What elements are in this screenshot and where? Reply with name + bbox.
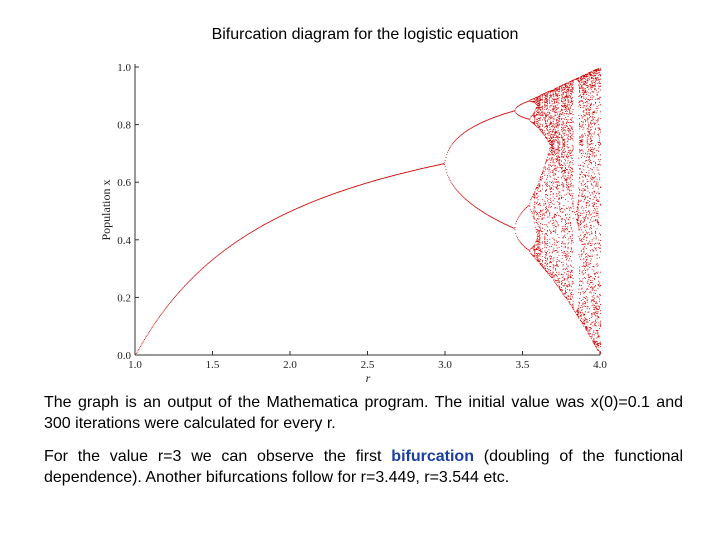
attractor-points — [135, 67, 601, 355]
x-axis-label: r — [366, 371, 371, 385]
y-tick-label: 0.4 — [117, 235, 131, 247]
paragraph-text-before: For the value r=3 we can observe the fir… — [44, 448, 392, 465]
bifurcation-paragraph: For the value r=3 we can observe the fir… — [44, 446, 683, 488]
y-axis-label: Population x — [99, 179, 113, 240]
y-tick-label: 0.2 — [117, 292, 131, 304]
y-tick-label: 0.6 — [117, 177, 131, 189]
x-tick-label: 4.0 — [593, 359, 607, 371]
x-tick-label: 1.5 — [206, 359, 220, 371]
bifurcation-chart: 1.0 1.5 2.0 2.5 3.0 3.5 4.0 0.0 0.2 0.4 0.6 0.81.0 … — [99, 62, 607, 385]
x-tick-label: 2.5 — [361, 359, 375, 371]
bifurcation-highlight: bifurcation — [391, 448, 474, 465]
x-tick-label: 3.5 — [516, 359, 530, 371]
description-paragraph: The graph is an output of the Mathematic… — [44, 394, 683, 432]
plot-frame — [134, 64, 600, 356]
x-tick-label: 2.0 — [283, 359, 297, 371]
figure-title: Bifurcation diagram for the logistic equ… — [211, 26, 519, 43]
bifurcation-points — [135, 67, 601, 355]
paragraph-text-after: (doubling of the functional dependence).… — [44, 448, 684, 486]
x-tick-label: 3.0 — [438, 359, 452, 371]
y-tick-label: 0.8 — [117, 120, 131, 132]
axis-ticks: 1.0 1.5 2.0 2.5 3.0 3.5 4.0 0.0 0.2 0.4 0.6 0.8 1.0 — [117, 62, 607, 371]
y-tick-label: 0.0 — [117, 350, 131, 362]
x-tick-label: 1.0 — [128, 359, 142, 371]
y-tick-label: 1.0 — [117, 62, 131, 74]
